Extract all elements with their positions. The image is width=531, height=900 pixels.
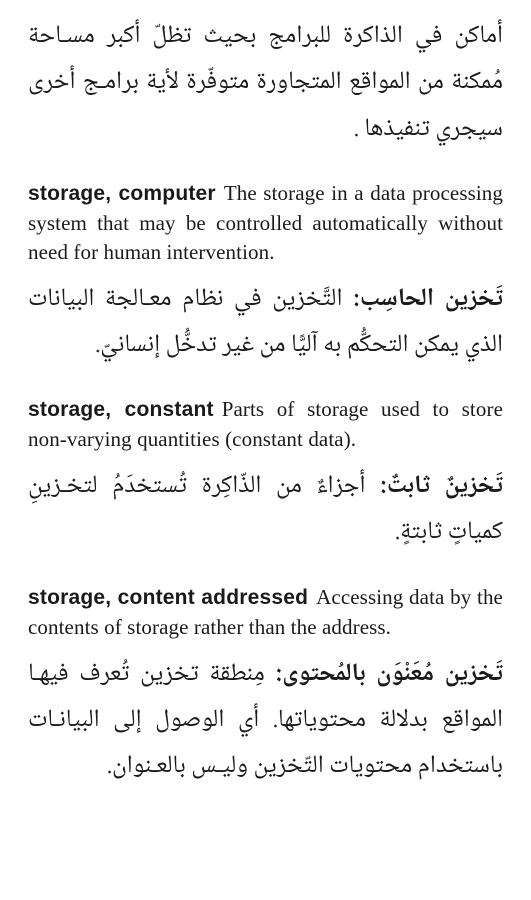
arabic-term: تَخزينٌ ثابتٌ:: [380, 465, 503, 508]
english-term: storage, constant: [28, 398, 214, 421]
arabic-term: تَخزين الحاسِب:: [353, 278, 503, 321]
dict-entry-storage-computer: storage, computerThe storage in a data p…: [28, 179, 503, 369]
arabic-block: تَخزينٌ ثابتٌ: أجزاءٌ من الذّاكِرة تُستخ…: [28, 464, 503, 557]
arabic-block: تَخزين الحاسِب: التَّخزين في نظام معـالج…: [28, 277, 503, 370]
dict-entry-storage-content-addressed: storage, content addressedAcces­sing dat…: [28, 583, 503, 791]
arabic-definition: أماكن في الذاكرة للبرامج بحيث تظلّ أكبر …: [28, 14, 503, 153]
arabic-term: تَخزين مُعَنْوَن بالمُحتوى:: [275, 653, 503, 696]
dict-entry-fragment: أماكن في الذاكرة للبرامج بحيث تظلّ أكبر …: [28, 14, 503, 153]
english-block: storage, constantParts of storage used t…: [28, 395, 503, 454]
english-term: storage, computer: [28, 182, 216, 205]
english-term: storage, content addressed: [28, 586, 308, 609]
english-block: storage, computerThe storage in a data p…: [28, 179, 503, 267]
english-block: storage, content addressedAcces­sing dat…: [28, 583, 503, 642]
dict-entry-storage-constant: storage, constantParts of storage used t…: [28, 395, 503, 556]
arabic-block: تَخزين مُعَنْوَن بالمُحتوى: مِنطقة تخزين…: [28, 652, 503, 791]
